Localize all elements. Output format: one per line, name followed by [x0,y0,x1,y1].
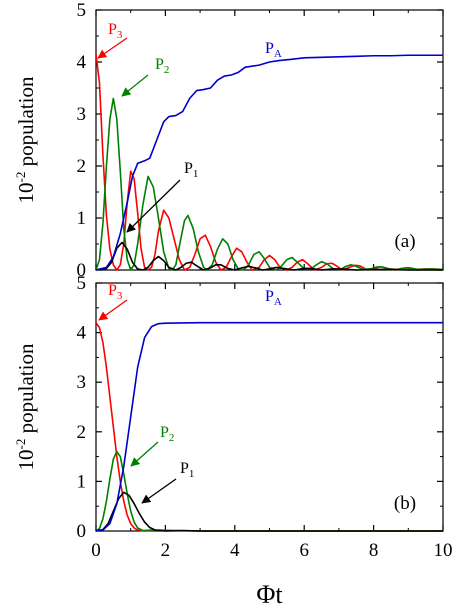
annotation-arrow [126,179,181,233]
series-label-p2: P2 [155,56,169,76]
y-tick-label: 4 [77,52,87,73]
y-axis-label: 10-2 population [13,76,38,203]
panel-a: 0 1 2 3 4 5 10-2 population P3 P2 P1 PA (a) [13,0,444,281]
y-tick-label: 0 [77,521,87,542]
series-label-pa: PA [265,40,282,60]
series-label-p1: P1 [184,160,198,180]
series-line-p1 [96,491,443,532]
series-line-pa [96,54,443,271]
x-tick-label: 0 [91,540,101,561]
series-line-pa [96,321,443,532]
y-tick-label: 0 [77,260,87,281]
x-tick-label: 8 [369,540,379,561]
annotation-arrow [121,74,149,97]
y-axis-label: 10-2 population [13,343,38,470]
x-axis-label: Φt [256,580,283,609]
y-tick-label: 5 [77,0,87,21]
x-tick-label: 6 [299,540,309,561]
y-tick-label: 1 [77,208,87,229]
y-tick-label: 4 [77,323,87,344]
series-label-pa: PA [265,288,282,308]
annotation-arrow [130,441,159,467]
x-tick-label: 10 [434,540,453,561]
series-label-p1: P1 [180,460,194,480]
panel-b: 0 1 2 3 4 5 0 2 4 6 8 10 10-2 population Φt P3 P2 P1 PA (b… [13,273,453,609]
x-tick-label: 2 [161,540,171,561]
annotation-arrow [98,299,128,321]
y-tick-label: 1 [77,471,87,492]
series-label-p3: P3 [108,21,123,41]
series-label-p2: P2 [160,424,174,444]
plot-frame [95,282,444,532]
series-label-p3: P3 [108,282,123,302]
annotation-arrow [97,37,128,59]
series-line-p3 [96,54,443,271]
x-tick-label: 4 [230,540,240,561]
y-tick-label: 3 [77,372,87,393]
series-line-p1 [96,241,443,271]
y-tick-label: 2 [77,156,87,177]
y-tick-label: 5 [77,273,87,294]
series-line-p2 [96,97,443,271]
y-tick-label: 2 [77,422,87,443]
annotation-arrow [141,478,177,504]
panel-label: (a) [394,231,415,252]
y-tick-label: 3 [77,104,87,125]
series-line-p2 [96,450,443,532]
series-line-p3 [96,322,443,532]
panel-label: (b) [394,493,416,514]
